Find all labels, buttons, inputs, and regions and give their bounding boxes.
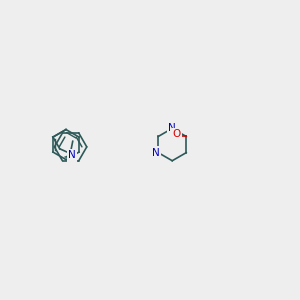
Text: N: N	[152, 148, 160, 158]
Text: N: N	[68, 150, 76, 161]
Text: O: O	[173, 129, 181, 139]
Text: N: N	[168, 123, 176, 134]
